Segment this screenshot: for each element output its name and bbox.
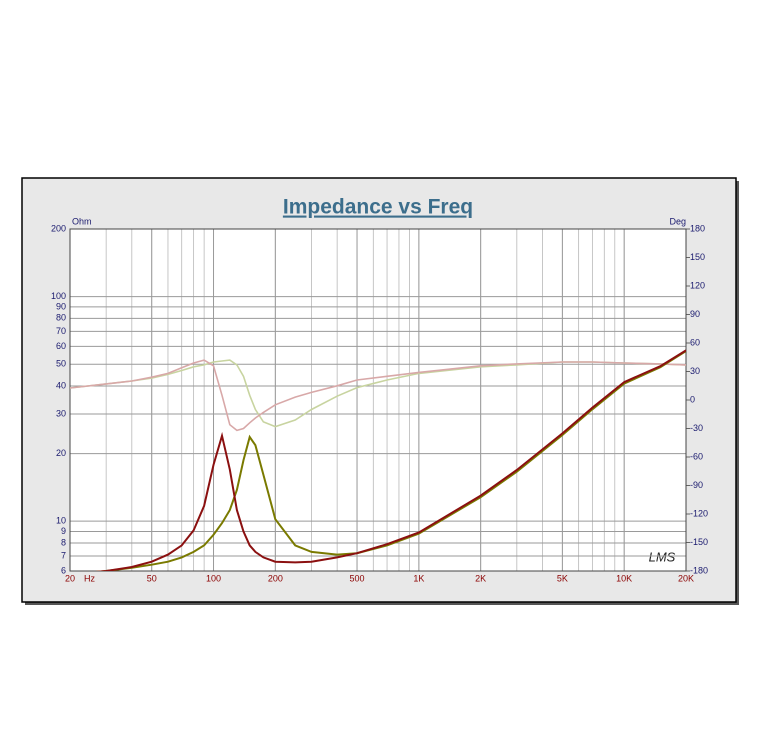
y-tick-label: 40: [56, 380, 66, 390]
x-tick-label: 20K: [678, 573, 694, 583]
x-tick-label: 50: [147, 573, 157, 583]
y-tick-label: 90: [56, 301, 66, 311]
y2-tick-label: -150: [690, 537, 708, 547]
y-tick-label: 50: [56, 359, 66, 369]
x-tick-label: 10K: [616, 573, 632, 583]
lines: [70, 349, 686, 571]
y-tick-label: 7: [61, 550, 66, 560]
y-tick-label: 20: [56, 448, 66, 458]
x-tick-label: 5K: [557, 573, 568, 583]
watermark: LMS: [649, 549, 676, 564]
y2-unit: Deg: [669, 216, 686, 226]
series-line: [70, 359, 686, 432]
y2-tick-label: -30: [690, 423, 703, 433]
series-line: [95, 349, 686, 571]
y-tick-label: 30: [56, 408, 66, 418]
grid: [69, 228, 687, 572]
y2-tick-label: -120: [690, 508, 708, 518]
y2-tick-label: -60: [690, 451, 703, 461]
plot-area: [70, 229, 686, 571]
x-tick-label: 2K: [475, 573, 486, 583]
y2-tick-label: 150: [690, 252, 705, 262]
y-tick-label: 6: [61, 565, 66, 575]
x-tick-label: 500: [350, 573, 365, 583]
x-unit: Hz: [84, 573, 95, 583]
y-tick-label: 80: [56, 313, 66, 323]
y-tick-label: 10: [56, 516, 66, 526]
y2-tick-label: 60: [690, 337, 700, 347]
y-tick-label: 100: [51, 291, 66, 301]
x-tick-label: 100: [206, 573, 221, 583]
chart-title: Impedance vs Freq: [283, 196, 473, 219]
y2-tick-label: 30: [690, 366, 700, 376]
y-unit: Ohm: [72, 216, 92, 226]
series-line: [95, 350, 686, 571]
y2-tick-label: 180: [690, 223, 705, 233]
x-tick-label: 20: [65, 573, 75, 583]
x-tick-label: 1K: [413, 573, 424, 583]
y2-tick-label: -180: [690, 565, 708, 575]
y2-tick-label: 90: [690, 309, 700, 319]
y2-tick-label: 120: [690, 280, 705, 290]
y-tick-label: 60: [56, 341, 66, 351]
y-tick-label: 9: [61, 526, 66, 536]
y2-tick-label: 0: [690, 394, 695, 404]
plot-border: [69, 228, 687, 572]
y2-tick-label: -90: [690, 480, 703, 490]
x-tick-label: 200: [268, 573, 283, 583]
y-tick-label: 70: [56, 326, 66, 336]
y-tick-label: 8: [61, 537, 66, 547]
y-tick-label: 200: [51, 223, 66, 233]
